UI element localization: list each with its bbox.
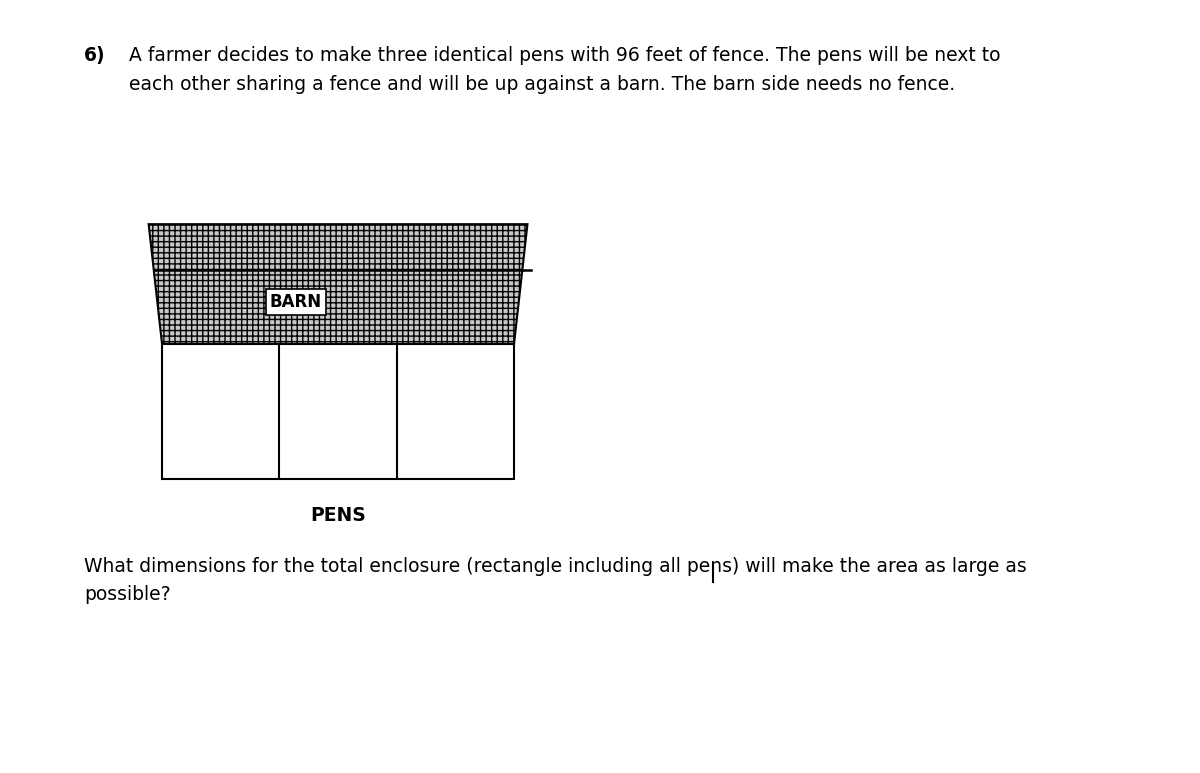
Bar: [162, 344, 514, 479]
Text: A farmer decides to make three identical pens with 96 feet of fence. The pens wi: A farmer decides to make three identical…: [128, 46, 1000, 66]
Text: PENS: PENS: [310, 506, 366, 526]
Text: BARN: BARN: [270, 293, 322, 311]
Text: 6): 6): [84, 46, 106, 66]
Text: possible?: possible?: [84, 585, 170, 604]
Polygon shape: [149, 224, 528, 344]
Text: each other sharing a fence and will be up against a barn. The barn side needs no: each other sharing a fence and will be u…: [128, 75, 955, 94]
Text: What dimensions for the total enclosure (rectangle including all pens) will make: What dimensions for the total enclosure …: [84, 557, 1026, 576]
